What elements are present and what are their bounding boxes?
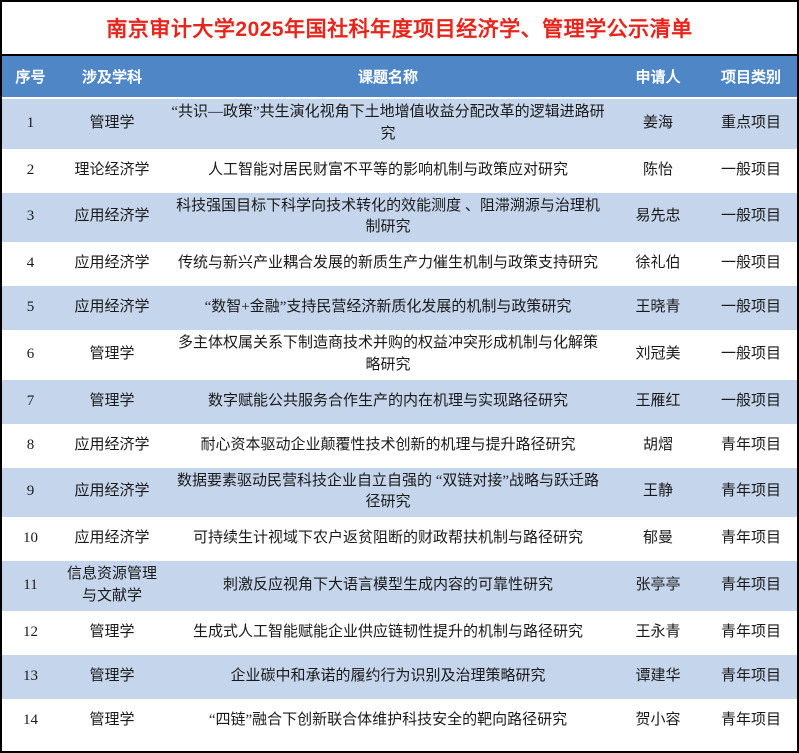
subject-cell: 管理学 [89, 114, 135, 131]
table-row: 1 管理学 “共识—政策”共生演化视角下土地增值收益分配改革的逻辑进路研究 姜海… [2, 98, 797, 149]
row-number-cell: 12 [23, 623, 38, 640]
applicant-cell: 陈怡 [642, 161, 673, 178]
table-row: 7 管理学 数字赋能公共服务合作生产的内在机理与实现路径研究 王雁红 一般项目 [2, 379, 797, 424]
topic-cell: 数字赋能公共服务合作生产的内在机理与实现路径研究 [207, 392, 568, 409]
category-cell: 一般项目 [720, 392, 781, 409]
subject-cell: 应用经济学 [74, 299, 150, 316]
row-number-cell: 13 [23, 667, 38, 684]
subject-cell: 应用经济学 [74, 255, 150, 272]
table-row: 6 管理学 多主体权属关系下制造商技术并购的权益冲突形成机制与化解策略研究 刘冠… [2, 330, 797, 380]
category-cell: 一般项目 [720, 208, 781, 225]
table-body: 1 管理学 “共识—政策”共生演化视角下土地增值收益分配改革的逻辑进路研究 姜海… [2, 98, 797, 743]
topic-cell: 数据要素驱动民营科技企业自立自强的 “双链对接”战略与跃迁路径研究 [176, 472, 600, 511]
topic-cell: 企业碳中和承诺的履约行为识别及治理策略研究 [230, 667, 546, 684]
subject-cell: 应用经济学 [74, 208, 150, 225]
title-bar: 南京审计大学2025年国社科年度项目经济学、管理学公示清单 [2, 2, 797, 56]
table-row: 9 应用经济学 数据要素驱动民营科技企业自立自强的 “双链对接”战略与跃迁路径研… [2, 467, 797, 517]
subject-cell: 管理学 [89, 711, 135, 728]
category-cell: 一般项目 [720, 299, 781, 316]
row-number-cell: 4 [26, 255, 35, 272]
table-row: 11 信息资源管理与文献学 刺激反应视角下大语言模型生成内容的可靠性研究 张亭亭… [2, 561, 797, 611]
topic-cell: 多主体权属关系下制造商技术并购的权益冲突形成机制与化解策略研究 [177, 335, 598, 373]
applicant-cell: 王雁红 [635, 392, 681, 409]
applicant-cell: 徐礼伯 [635, 255, 681, 272]
table-row: 2 理论经济学 人工智能对居民财富不平等的影响机制与政策应对研究 陈怡 一般项目 [2, 148, 797, 193]
topic-cell: 刺激反应视角下大语言模型生成内容的可靠性研究 [222, 576, 553, 593]
table-row: 14 管理学 “四链”融合下创新联合体维护科技安全的靶向路径研究 贺小容 青年项… [2, 698, 797, 743]
category-cell: 青年项目 [720, 576, 781, 593]
row-number-cell: 11 [23, 576, 38, 593]
category-cell: 青年项目 [720, 711, 781, 728]
topic-cell: 可持续生计视域下农户返贫阻断的财政帮扶机制与路径研究 [192, 530, 583, 547]
applicant-cell: 谭建华 [635, 667, 681, 684]
table-row: 13 管理学 企业碳中和承诺的履约行为识别及治理策略研究 谭建华 青年项目 [2, 654, 797, 699]
topic-cell: 生成式人工智能赋能企业供应链韧性提升的机制与路径研究 [192, 623, 583, 640]
category-cell: 青年项目 [720, 667, 781, 684]
subject-cell: 管理学 [89, 623, 135, 640]
applicant-cell: 王晓青 [635, 299, 681, 316]
table-row: 8 应用经济学 耐心资本驱动企业颠覆性技术创新的机理与提升路径研究 胡熠 青年项… [2, 423, 797, 468]
column-header-subject: 涉及学科 [59, 56, 165, 99]
category-cell: 一般项目 [720, 255, 781, 272]
category-cell: 一般项目 [720, 345, 781, 362]
table-row: 4 应用经济学 传统与新兴产业耦合发展的新质生产力催生机制与政策支持研究 徐礼伯… [2, 242, 797, 286]
topic-cell: “共识—政策”共生演化视角下土地增值收益分配改革的逻辑进路研究 [171, 104, 605, 142]
subject-cell: 应用经济学 [74, 436, 150, 453]
page-title: 南京审计大学2025年国社科年度项目经济学、管理学公示清单 [106, 18, 693, 41]
column-header-category: 项目类别 [705, 56, 797, 99]
category-cell: 青年项目 [720, 483, 781, 500]
row-number-cell: 3 [26, 208, 35, 225]
category-cell: 重点项目 [720, 114, 781, 131]
applicant-cell: 王静 [642, 483, 673, 500]
topic-cell: 耐心资本驱动企业颠覆性技术创新的机理与提升路径研究 [200, 436, 576, 453]
table-row: 5 应用经济学 “数智+金融”支持民营经济新质化发展的机制与政策研究 王晓青 一… [2, 286, 797, 330]
applicant-cell: 张亭亭 [635, 576, 681, 593]
subject-cell: 管理学 [89, 667, 135, 684]
subject-cell: 应用经济学 [74, 483, 150, 500]
row-number-cell: 8 [26, 436, 35, 453]
table-row: 3 应用经济学 科技强国目标下科学向技术转化的效能测度 、阻滞溯源与治理机制研究… [2, 192, 797, 242]
applicant-cell: 姜海 [642, 114, 673, 131]
row-number-cell: 9 [26, 483, 35, 500]
subject-cell: 理论经济学 [74, 161, 150, 178]
topic-cell: “数智+金融”支持民营经济新质化发展的机制与政策研究 [204, 299, 572, 316]
table-row: 10 应用经济学 可持续生计视域下农户返贫阻断的财政帮扶机制与路径研究 郁曼 青… [2, 517, 797, 561]
category-cell: 一般项目 [720, 161, 781, 178]
column-header-no: 序号 [2, 56, 59, 99]
subject-cell: 管理学 [89, 392, 135, 409]
row-number-cell: 6 [26, 345, 35, 362]
applicant-cell: 贺小容 [635, 711, 681, 728]
category-cell: 青年项目 [720, 530, 781, 547]
row-number-cell: 7 [26, 392, 35, 409]
table-header-row: 序号 涉及学科 课题名称 申请人 项目类别 [2, 56, 797, 99]
row-number-cell: 2 [26, 161, 35, 178]
column-header-applicant: 申请人 [611, 56, 705, 99]
applicant-cell: 胡熠 [642, 436, 673, 453]
subject-cell: 管理学 [89, 345, 135, 362]
category-cell: 青年项目 [720, 436, 781, 453]
topic-cell: 人工智能对居民财富不平等的影响机制与政策应对研究 [207, 161, 568, 178]
project-table: 序号 涉及学科 课题名称 申请人 项目类别 1 管理学 “共识—政策”共生演化视… [2, 56, 797, 743]
applicant-cell: 郁曼 [642, 530, 673, 547]
row-number-cell: 1 [26, 114, 35, 131]
applicant-cell: 刘冠美 [635, 345, 681, 362]
category-cell: 青年项目 [720, 623, 781, 640]
row-number-cell: 14 [23, 711, 38, 728]
applicant-cell: 王永青 [635, 623, 681, 640]
subject-cell: 应用经济学 [74, 530, 150, 547]
row-number-cell: 10 [23, 530, 38, 547]
column-header-topic: 课题名称 [165, 56, 611, 99]
table-row: 12 管理学 生成式人工智能赋能企业供应链韧性提升的机制与路径研究 王永青 青年… [2, 610, 797, 655]
topic-cell: “四链”融合下创新联合体维护科技安全的靶向路径研究 [208, 711, 568, 728]
applicant-cell: 易先忠 [635, 208, 681, 225]
row-number-cell: 5 [26, 299, 35, 316]
subject-cell: 信息资源管理与文献学 [66, 566, 157, 604]
topic-cell: 传统与新兴产业耦合发展的新质生产力催生机制与政策支持研究 [177, 255, 598, 272]
topic-cell: 科技强国目标下科学向技术转化的效能测度 、阻滞溯源与治理机制研究 [176, 197, 600, 236]
